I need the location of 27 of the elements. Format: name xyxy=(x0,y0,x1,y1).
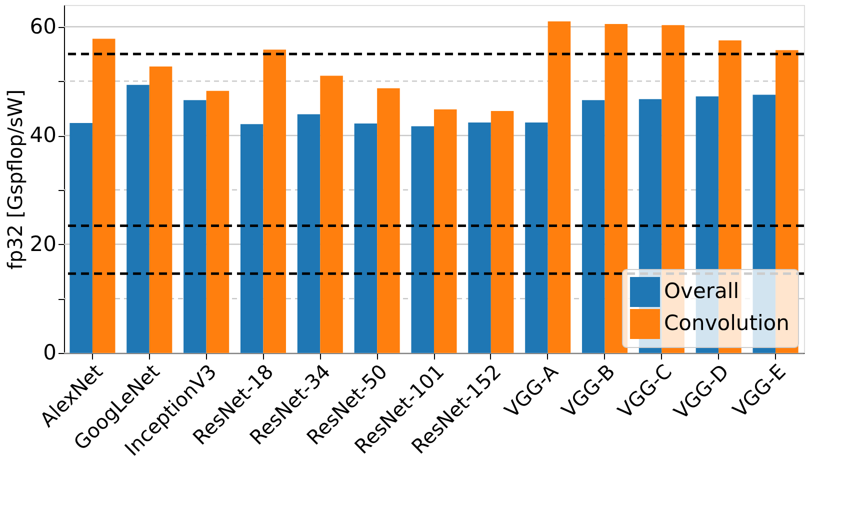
bar xyxy=(525,122,548,353)
bar xyxy=(320,76,343,353)
y-tick-label: 0 xyxy=(43,340,56,364)
bar xyxy=(184,100,206,353)
bar xyxy=(263,50,286,353)
bar xyxy=(297,114,320,353)
bar xyxy=(240,124,264,353)
bar xyxy=(92,38,116,353)
legend-label: Overall xyxy=(664,279,740,303)
bar xyxy=(206,90,230,353)
y-axis-title: fp32 [Gspflop/sW] xyxy=(2,89,27,270)
y-tick-label: 20 xyxy=(30,232,56,256)
bar xyxy=(434,109,457,353)
bar xyxy=(149,66,172,353)
legend-label: Convolution xyxy=(664,311,790,335)
bar xyxy=(604,24,628,353)
bar xyxy=(582,100,605,353)
bar xyxy=(490,111,514,353)
bar xyxy=(468,122,491,353)
bar xyxy=(411,126,434,353)
y-tick-label: 40 xyxy=(30,123,56,147)
bar xyxy=(354,124,378,353)
bar xyxy=(126,84,150,353)
bar xyxy=(70,122,92,353)
bar xyxy=(377,88,400,353)
bar xyxy=(548,21,571,353)
y-tick-label: 60 xyxy=(30,14,56,38)
